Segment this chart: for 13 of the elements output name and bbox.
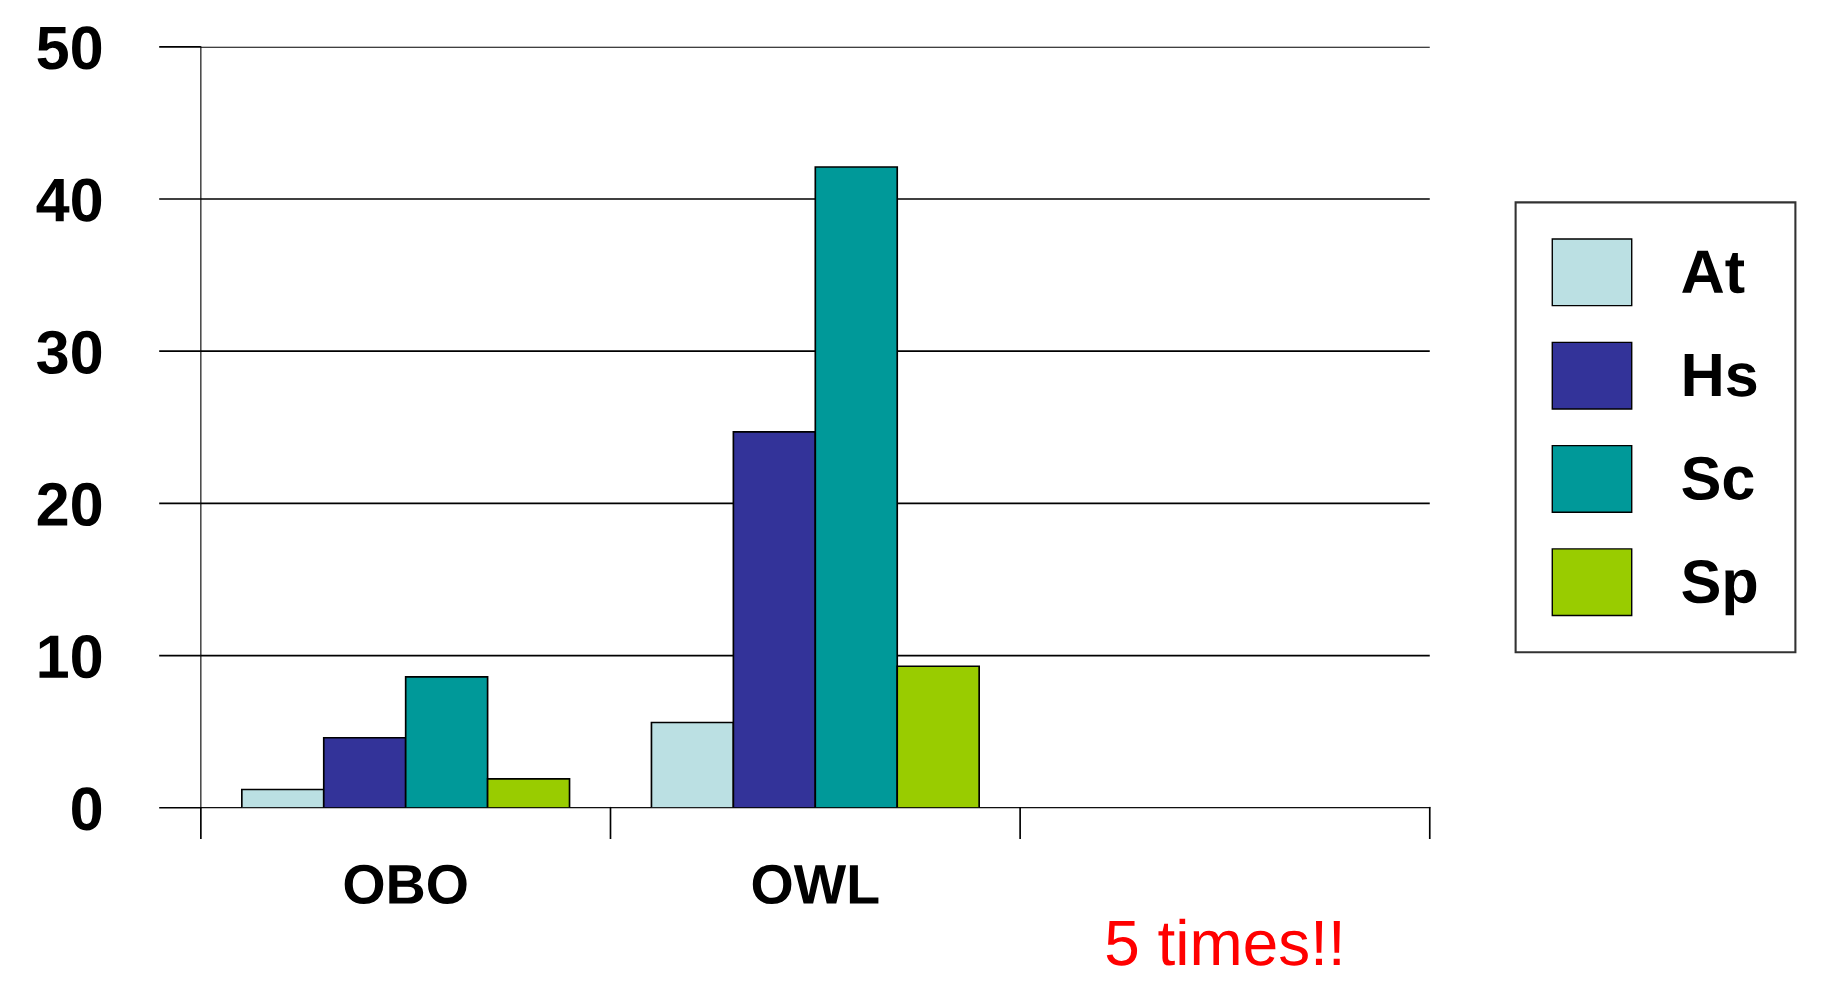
- legend-label: Sp: [1682, 560, 1757, 616]
- y-tick-label: 50: [37, 26, 102, 70]
- x-tick-label: OWL: [752, 864, 879, 905]
- y-tick-label: 30: [37, 330, 102, 375]
- x-tick-label: OBO: [344, 864, 467, 905]
- y-tick-label: 10: [39, 635, 102, 679]
- text: 5 times!!: [1106, 918, 1340, 966]
- y-tick-label: 20: [37, 482, 102, 527]
- y-tick-label: 0: [72, 787, 102, 831]
- legend-label: Hs: [1684, 354, 1757, 397]
- legend-label: At: [1682, 250, 1745, 294]
- y-tick-label: 40: [36, 178, 102, 222]
- legend-label: Sc: [1682, 456, 1754, 500]
